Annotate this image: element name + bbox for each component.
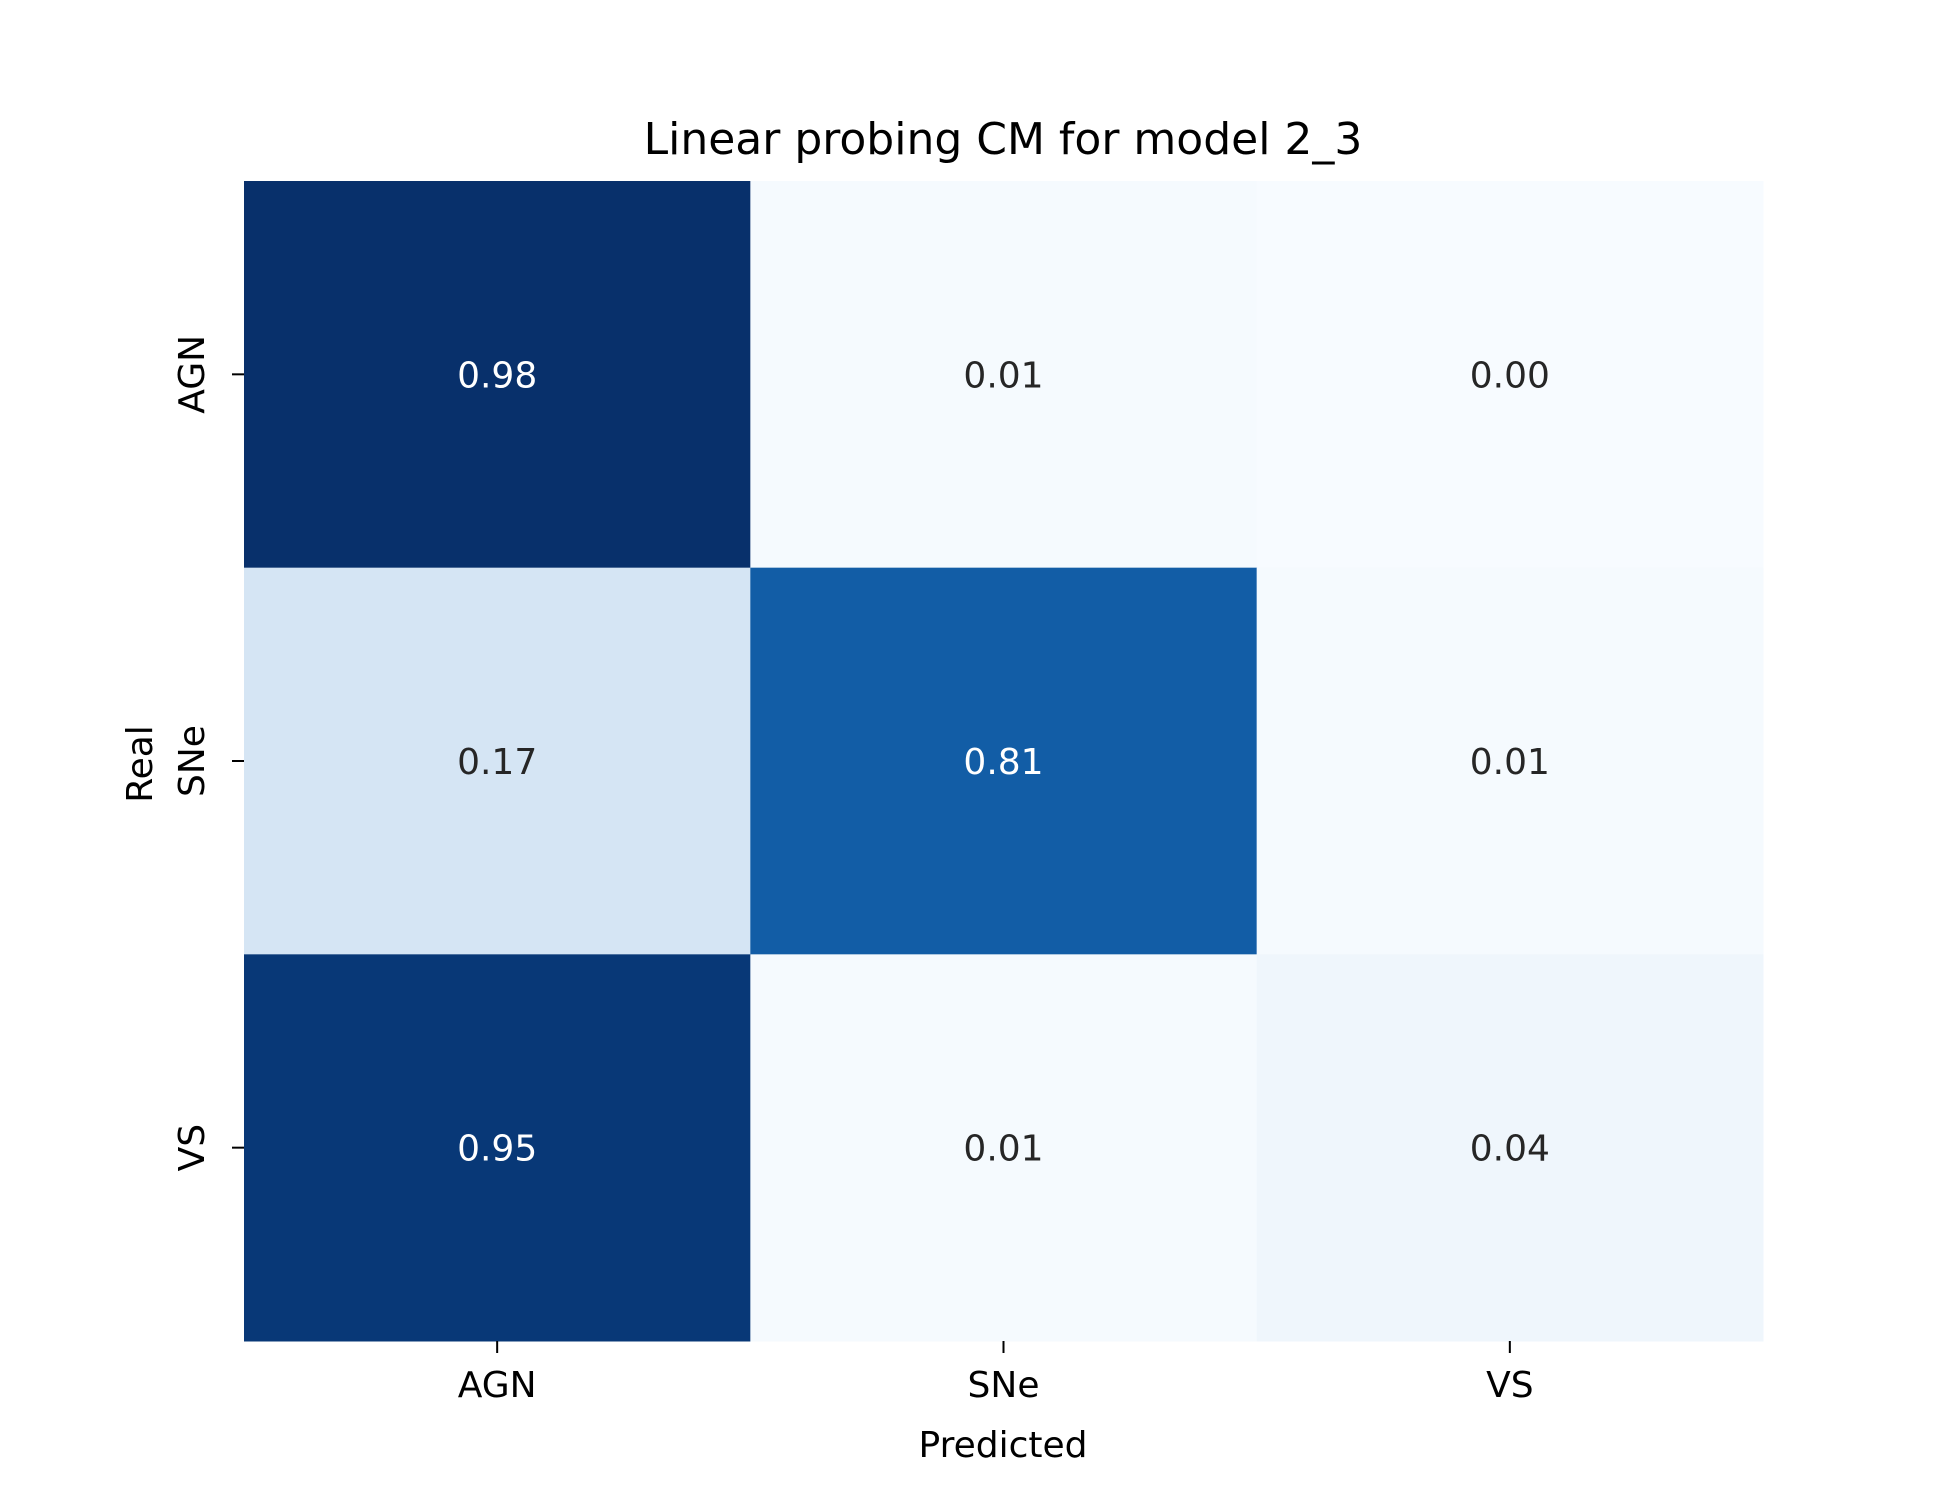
x-tick-label-VS: VS [1486,1365,1533,1406]
heatmap-cell-VS-AGN [244,954,751,1342]
y-tick-label-AGN: AGN [172,335,213,414]
chart-title: Linear probing CM for model 2_3 [644,114,1363,165]
cell-value-label-AGN-VS: 0.00 [1470,355,1550,396]
cell-value-label-SNe-AGN: 0.17 [457,742,537,783]
cell-value-label-AGN-SNe: 0.01 [963,355,1043,396]
heatmap-cell-SNe-SNe [750,567,1258,955]
cell-value-label-VS-AGN: 0.95 [457,1129,537,1170]
heatmap-cell-AGN-AGN [244,181,751,569]
cell-value-label-SNe-VS: 0.01 [1470,742,1550,783]
heatmap-cell-VS-VS [1256,954,1764,1342]
heatmap-cell-AGN-SNe [750,181,1258,569]
heatmap-cell-SNe-AGN [244,567,751,955]
heatmap-cell-SNe-VS [1256,567,1764,955]
y-axis-label: Real [120,725,161,803]
cell-value-label-AGN-AGN: 0.98 [457,355,537,396]
cell-value-label-VS-VS: 0.04 [1470,1129,1550,1170]
heatmap-cell-VS-SNe [750,954,1258,1342]
x-tick-label-AGN: AGN [458,1365,537,1406]
x-axis-label: Predicted [919,1425,1088,1466]
heatmap-cell-AGN-VS [1256,181,1764,569]
cell-value-label-SNe-SNe: 0.81 [963,742,1043,783]
heatmap-cells: 0.98 0.01 0.00 0.17 0.81 0.01 0.95 0.01 0.04 [244,181,1764,1342]
y-tick-label-SNe: SNe [172,725,213,797]
y-tick-label-VS: VS [172,1124,213,1171]
x-tick-label-SNe: SNe [968,1365,1040,1406]
axis-ticks: AGN SNe VS AGN SNe VS [172,335,1534,1406]
cell-value-label-VS-SNe: 0.01 [963,1129,1043,1170]
